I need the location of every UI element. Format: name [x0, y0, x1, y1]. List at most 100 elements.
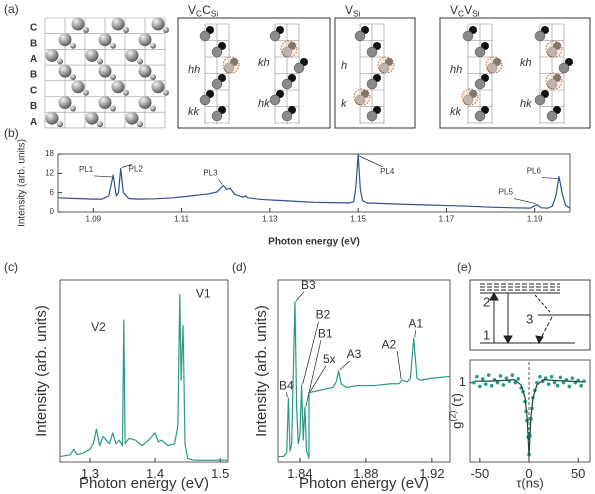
- annotation: B3: [301, 278, 316, 292]
- c-atom: [354, 30, 366, 42]
- vacancy: [377, 56, 395, 74]
- annotation-arrow: [513, 198, 536, 204]
- defect-title: VCCSi: [188, 3, 218, 19]
- x-tick-label: 1.09: [86, 215, 102, 224]
- c-atom: [474, 46, 486, 58]
- c-atom: [199, 30, 211, 42]
- atom-small: [150, 74, 156, 81]
- c-atom: [534, 94, 546, 106]
- atom-small: [57, 58, 63, 65]
- atom-small: [97, 58, 103, 65]
- atom-small: [83, 89, 89, 96]
- annotation: 5x: [323, 352, 336, 366]
- x-axis-title: Photon energy (eV): [299, 475, 429, 492]
- defect-box: [177, 17, 331, 129]
- annotation-arrow: [218, 179, 223, 185]
- text-part: (τ): [449, 393, 464, 410]
- c-atom: [293, 62, 305, 74]
- text-part: Si: [353, 9, 361, 19]
- annotation: V2: [91, 320, 106, 334]
- atom: [98, 64, 112, 78]
- data-point: [538, 374, 542, 379]
- data-point: [489, 383, 494, 388]
- annotation-arrow: [339, 360, 350, 371]
- atom-small: [110, 105, 116, 112]
- c-atom: [199, 94, 211, 106]
- text-part: C: [458, 9, 464, 19]
- data-point: [480, 377, 485, 381]
- data-point: [495, 380, 500, 385]
- atom: [138, 33, 152, 47]
- plot-frame: [59, 279, 229, 463]
- x-tick-label: 1.92: [419, 466, 444, 481]
- atom-small: [123, 89, 129, 96]
- x-axis-title: Photon energy (eV): [79, 475, 209, 492]
- decoration: [44, 17, 591, 129]
- annotation-arrow: [305, 340, 322, 407]
- layer-label: C: [30, 23, 37, 34]
- vacancy: [545, 40, 563, 58]
- c-atom: [366, 78, 378, 90]
- annotation: A1: [408, 316, 423, 330]
- annotation: PL5: [499, 188, 514, 197]
- atom-small: [163, 89, 169, 96]
- annotation-arrow: [302, 321, 319, 385]
- layer-label: B: [30, 70, 37, 81]
- x-axis-title: Photon energy (eV): [268, 237, 360, 248]
- data-point: [483, 382, 488, 386]
- data-point: [486, 373, 491, 377]
- annotation-arrow: [94, 175, 113, 178]
- annotation: V1: [196, 287, 211, 301]
- site-label: hk: [520, 98, 532, 110]
- atom-small: [97, 121, 103, 128]
- level-diagram: [469, 279, 591, 351]
- y-tick-label: 6: [50, 188, 55, 197]
- x-tick-label: 1.5: [211, 466, 229, 481]
- c-atom: [534, 30, 546, 42]
- data-line: [59, 293, 228, 461]
- arrow-dashed: [539, 316, 553, 341]
- y-tick-label: 12: [45, 168, 54, 177]
- panel-label: (c): [4, 260, 18, 274]
- c-atom: [211, 46, 223, 58]
- atom: [98, 96, 112, 109]
- site-label: hh: [188, 64, 200, 76]
- c-atom: [269, 94, 281, 106]
- panel-label: (e): [457, 260, 472, 274]
- defect-box: [439, 17, 591, 129]
- text-part: V: [450, 3, 458, 17]
- annotation-arrow: [414, 330, 417, 338]
- atom: [138, 96, 152, 109]
- data-point: [475, 374, 479, 379]
- panel-label: (a): [4, 2, 19, 16]
- c-atom: [546, 110, 558, 122]
- atom: [58, 64, 72, 78]
- site-label: k: [341, 98, 347, 110]
- data-point: [546, 382, 551, 386]
- annotation-arrow: [541, 177, 558, 179]
- layer-label: B: [30, 101, 37, 112]
- annotation: PL2: [129, 165, 144, 174]
- annotation: PL6: [527, 167, 542, 176]
- x-tick-label: 1.17: [439, 215, 455, 224]
- atom: [138, 64, 152, 78]
- x-tick-label: 1.15: [350, 215, 366, 224]
- atom-small: [123, 27, 129, 33]
- data-point: [579, 383, 583, 388]
- text-part: V: [464, 3, 472, 17]
- data-point: [555, 383, 560, 388]
- atom: [98, 33, 112, 47]
- site-label: kh: [520, 57, 532, 69]
- site-label: hk: [258, 98, 270, 110]
- atom-small: [137, 121, 143, 128]
- layer-label: B: [30, 38, 37, 49]
- c-atom: [211, 78, 223, 90]
- level-label: 2: [483, 294, 490, 309]
- x-tick-label: 1.11: [174, 215, 190, 224]
- annotation: B4: [279, 378, 294, 392]
- atom: [151, 80, 165, 94]
- c-atom: [366, 46, 378, 58]
- atom-small: [70, 74, 76, 81]
